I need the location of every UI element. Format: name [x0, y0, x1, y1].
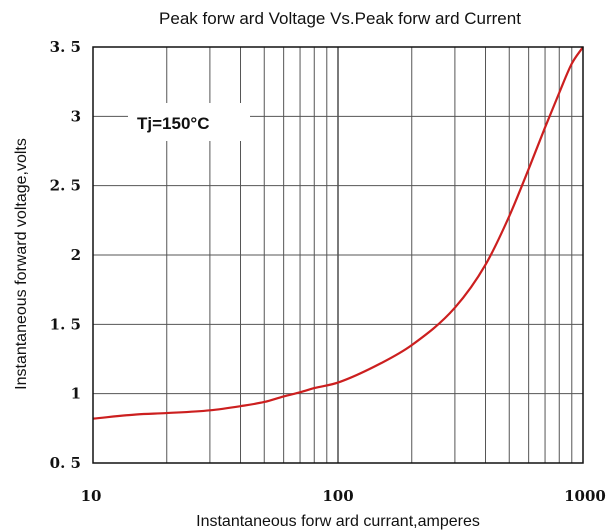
- x-tick-label: 1000: [564, 487, 606, 505]
- annotation-group: Tj=150°C: [128, 103, 250, 141]
- y-tick-label: 2. 5: [50, 177, 81, 195]
- chart-title: Peak forw ard Voltage Vs.Peak forw ard C…: [159, 9, 521, 28]
- grid: [93, 47, 583, 463]
- y-tick-label: 3. 5: [50, 38, 81, 56]
- x-axis-label: Instantaneous forw ard currant,amperes: [196, 513, 480, 530]
- series-layer: [92, 46, 584, 420]
- temperature-annotation: Tj=150°C: [137, 114, 209, 133]
- y-tick-label: 0. 5: [50, 454, 81, 472]
- y-tick-label: 1. 5: [50, 315, 81, 333]
- y-tick-label: 2: [71, 246, 81, 264]
- series-line: [92, 46, 584, 420]
- y-tick-label: 3: [71, 107, 81, 125]
- y-tick-label: 1: [71, 385, 81, 403]
- y-tick-labels: 0. 5 1 1. 5 2 2. 5 3 3. 5: [50, 38, 81, 472]
- x-tick-labels: 10 100 1000: [81, 487, 606, 505]
- x-tick-label: 100: [322, 487, 353, 505]
- annotation-background: [128, 103, 250, 141]
- plot-frame: [92, 46, 584, 464]
- y-axis-label: Instantaneous forward voltage,volts: [13, 138, 30, 390]
- x-tick-label: 10: [81, 487, 102, 505]
